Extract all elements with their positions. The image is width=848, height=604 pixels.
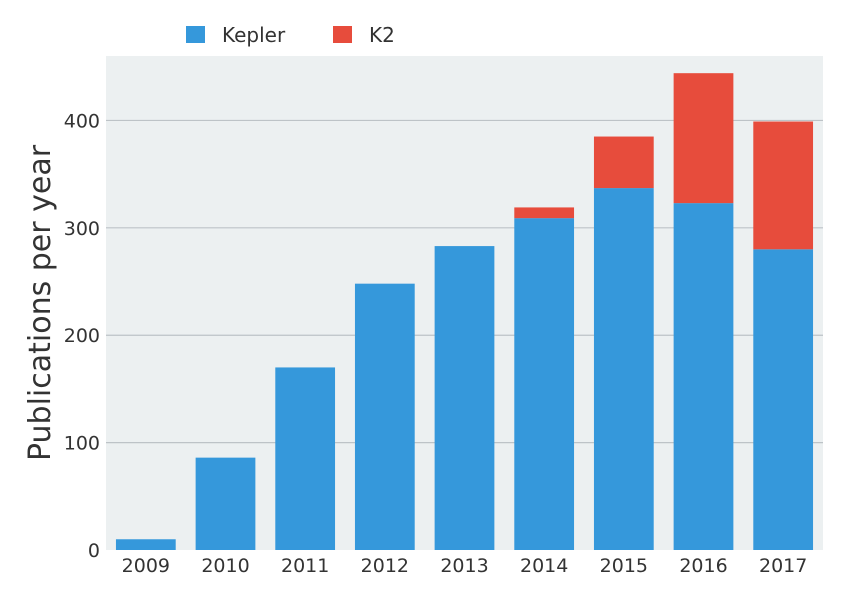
y-axis-title: Publications per year <box>23 144 58 461</box>
x-tick-label: 2011 <box>281 555 329 577</box>
legend-swatch-kepler <box>186 26 205 43</box>
y-tick-label: 0 <box>88 540 100 562</box>
legend-label-k2: K2 <box>369 23 395 47</box>
bar-k2-2015 <box>593 136 654 189</box>
bar-kepler-2016 <box>673 203 734 550</box>
legend-label-kepler: Kepler <box>222 23 286 47</box>
x-tick-label: 2016 <box>679 555 727 577</box>
bar-k2-2017 <box>753 121 814 250</box>
bars <box>115 73 814 550</box>
bar-kepler-2015 <box>593 188 654 550</box>
x-tick-label: 2017 <box>759 555 807 577</box>
x-tick-label: 2012 <box>361 555 409 577</box>
bar-kepler-2013 <box>434 246 495 550</box>
legend: Kepler K2 <box>186 23 395 47</box>
y-tick-label: 400 <box>64 110 100 132</box>
x-tick-label: 2009 <box>122 555 170 577</box>
y-tick-labels: 0 100 200 300 400 <box>64 110 100 562</box>
bar-kepler-2009 <box>115 539 176 550</box>
y-tick-label: 100 <box>64 433 100 455</box>
y-tick-label: 200 <box>64 325 100 347</box>
bar-kepler-2014 <box>514 218 575 550</box>
bar-kepler-2010 <box>195 457 256 550</box>
bar-kepler-2011 <box>275 367 336 550</box>
bar-k2-2014 <box>514 207 575 219</box>
x-tick-label: 2014 <box>520 555 568 577</box>
bar-kepler-2017 <box>753 249 814 550</box>
y-tick-label: 300 <box>64 218 100 240</box>
x-tick-label: 2013 <box>440 555 488 577</box>
x-tick-labels: 2009 2010 2011 2012 2013 2014 2015 2016 2017 <box>122 555 808 577</box>
bar-kepler-2012 <box>354 283 415 550</box>
x-tick-label: 2015 <box>600 555 648 577</box>
x-tick-label: 2010 <box>201 555 249 577</box>
bar-k2-2016 <box>673 73 734 204</box>
legend-swatch-k2 <box>333 26 352 43</box>
